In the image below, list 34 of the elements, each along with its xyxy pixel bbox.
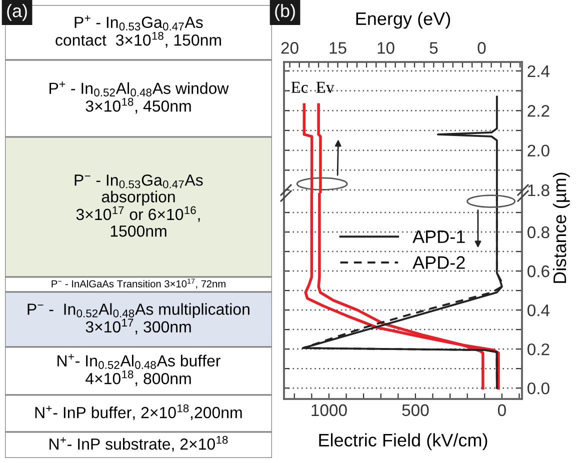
text: P$^{−}$ - In$_{0.53}$Ga$_{0.47}$As absorption 3×10$^{17}$ or 6×10$^{16}$, 1500nm xyxy=(74,174,203,237)
text: P$^{+}$ - In$_{0.52}$Al$_{0.48}$As window 3×10$^{18}$, 450nm xyxy=(50,81,229,114)
text: N$^{+}$- InP buffer, 2×10$^{18}$,200nm xyxy=(35,404,242,420)
x2-tick-label: 10 xyxy=(378,42,394,54)
y-tick-label: 1.8 xyxy=(528,184,550,196)
series-label: Ec xyxy=(291,82,308,93)
text: N$^{+}$- InP substrate, 2×10$^{18}$ xyxy=(50,436,228,452)
x2-tick-label: 5 xyxy=(430,42,438,54)
y-axis-title: Distance (µm) xyxy=(552,172,570,283)
y-tick-label: 0.6 xyxy=(528,265,550,278)
series-label: Ev xyxy=(316,82,334,93)
y-tick-label: 0.0 xyxy=(528,382,550,394)
y-tick-label: 2.0 xyxy=(528,144,550,157)
legend-label: APD-2 xyxy=(412,256,465,269)
text: N$^{+}$- In$_{0.52}$Al$_{0.48}$As buffer 4×10$^{18}$, 800nm xyxy=(58,354,220,386)
x-tick-label: 500 xyxy=(402,404,429,416)
y-tick-label: 0.4 xyxy=(528,304,550,316)
x-axis-title: Electric Field (kV/cm) xyxy=(319,433,488,450)
y-tick-label: 2.2 xyxy=(528,105,550,117)
x-tick-label: 0 xyxy=(498,404,506,416)
text: (a) xyxy=(7,4,27,21)
x-tick-label: 1000 xyxy=(312,404,347,416)
text: P$^{+}$ - In$_{0.53}$Ga$_{0.47}$As contact 3×10$^{18}$, 150nm xyxy=(56,15,221,48)
x2-tick-label: 20 xyxy=(281,42,298,54)
y-tick-label: 0.2 xyxy=(528,343,550,356)
text: P$^{−}$ - InAlGaAs Transition 3×10$^{17}$, 72nm xyxy=(52,278,226,289)
text: P$^{−}$ - In$_{0.52}$Al$_{0.48}$As multiplication 3×10$^{17}$, 300nm xyxy=(28,303,250,334)
x2-axis-title: Energy (eV) xyxy=(356,12,450,29)
y-tick-label: 0.8 xyxy=(528,226,550,238)
y-tick-label: 2.4 xyxy=(528,65,550,77)
legend-label: APD-1 xyxy=(412,230,465,243)
x2-tick-label: 0 xyxy=(478,42,486,54)
chart-title: (b) xyxy=(275,4,295,21)
x2-tick-label: 15 xyxy=(330,42,346,54)
